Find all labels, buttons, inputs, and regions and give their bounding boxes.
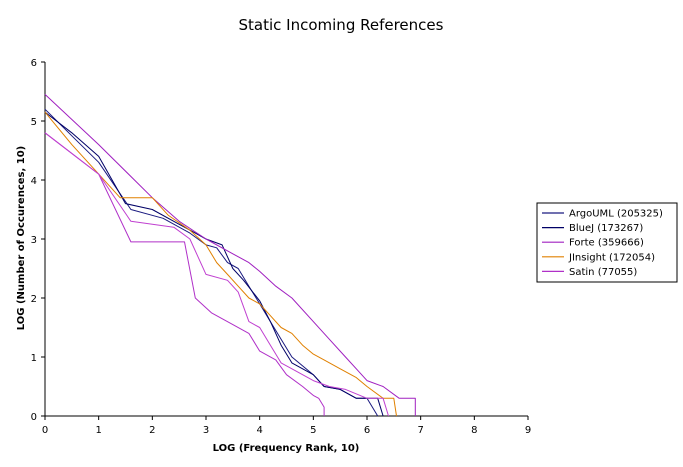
x-tick-label: 4 [256,425,262,436]
x-tick-label: 6 [364,425,370,436]
x-axis-title: LOG (Frequency Rank, 10) [213,443,360,454]
legend: ArgoUML (205325) BlueJ (173267) Forte (359… [536,202,678,283]
y-axis-title: LOG (Number of Occurences, 10) [16,146,27,330]
y-tick-label: 4 [31,176,37,187]
series-line-3 [44,111,397,417]
x-tick-label: 0 [42,425,48,436]
legend-label: ArgoUML (205325) [569,209,663,220]
legend-label: Forte (359666) [569,238,644,249]
series-line-0 [44,108,379,417]
x-tick-label: 5 [310,425,316,436]
x-tick-label: 2 [149,425,155,436]
series-line-4 [44,132,325,416]
series-line-5 [44,132,389,417]
x-tick-label: 1 [95,425,101,436]
y-tick-label: 2 [31,294,37,305]
x-tick-label: 7 [417,425,423,436]
y-tick-label: 1 [31,353,37,364]
chart-title: Static Incoming References [239,16,444,34]
y-tick-label: 0 [31,412,37,423]
series-line-2 [44,94,416,416]
series-line-1 [44,111,384,417]
legend-label: JInsight (172054) [568,252,655,263]
x-tick-label: 9 [525,425,531,436]
y-tick-label: 5 [31,117,37,128]
x-tick-label: 3 [203,425,209,436]
legend-label: Satin (77055) [569,267,637,278]
legend-label: BlueJ (173267) [569,223,643,234]
series-layer [44,94,416,417]
y-tick-label: 3 [31,235,37,246]
axes: 0 1 2 3 4 5 6 7 8 9 0 1 2 3 4 5 6 [31,58,532,436]
x-tick-label: 8 [471,425,477,436]
y-tick-label: 6 [31,58,37,69]
